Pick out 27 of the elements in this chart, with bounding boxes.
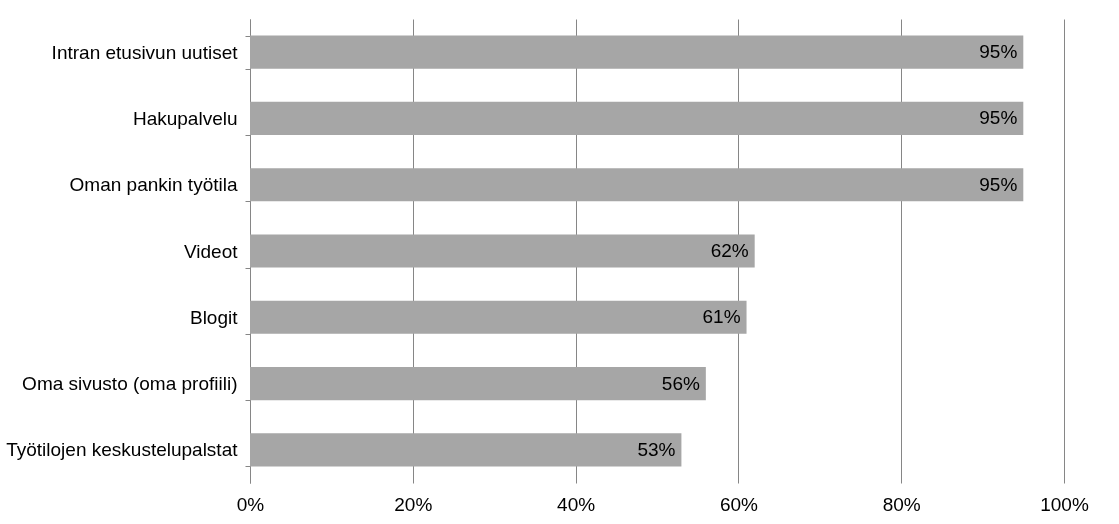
x-tick-label: 60% — [719, 493, 759, 515]
y-tick-label: Videot — [183, 240, 239, 262]
data-label: 95% — [979, 173, 1018, 195]
x-tick-label: 80% — [882, 493, 921, 515]
bar — [250, 433, 682, 467]
x-tick-label: 100% — [1040, 493, 1089, 515]
y-tick-label: Intran etusivun uutiset — [51, 41, 239, 63]
data-label: 53% — [637, 438, 676, 460]
y-tick-label: Hakupalvelu — [132, 107, 238, 129]
bar — [250, 234, 755, 268]
bar — [250, 367, 706, 401]
bar — [250, 35, 1024, 69]
x-tick-label: 40% — [557, 493, 596, 515]
y-tick-label: Työtilojen keskustelupalstat — [6, 439, 239, 461]
bar — [250, 101, 1024, 135]
data-label: 95% — [979, 107, 1018, 129]
data-label: 61% — [702, 306, 741, 328]
data-label: 95% — [979, 41, 1018, 63]
y-tick-label: Oman pankin työtila — [69, 174, 238, 196]
bar — [250, 168, 1024, 202]
data-label: 62% — [710, 240, 749, 261]
bar — [250, 300, 747, 334]
x-tick-label: 0% — [236, 493, 265, 515]
y-tick-label: Blogit — [189, 306, 239, 328]
x-tick-label: 20% — [394, 493, 433, 515]
data-label: 56% — [661, 372, 700, 394]
y-tick-label: Oma sivusto (oma profiili) — [22, 373, 238, 395]
